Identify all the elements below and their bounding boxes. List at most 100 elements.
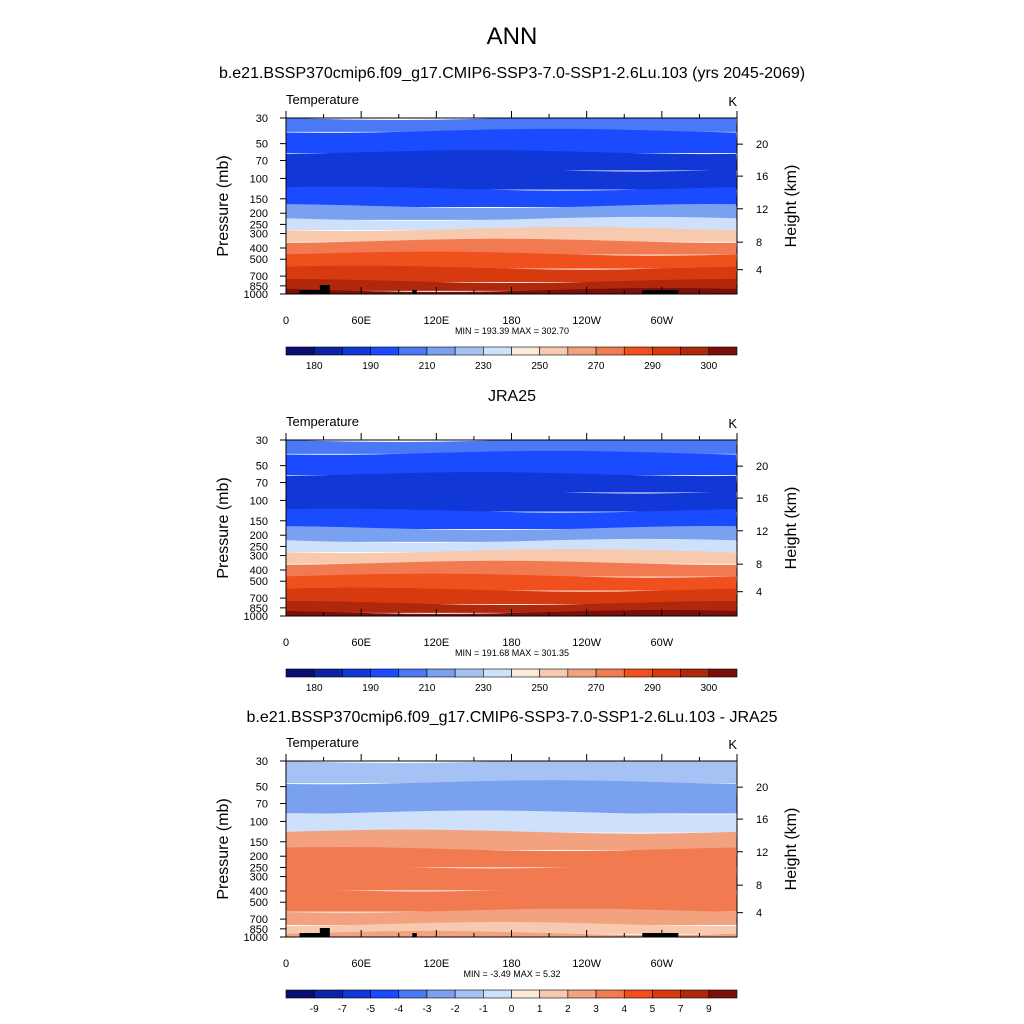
units-label: K [728, 416, 737, 431]
colorbar-swatch [313, 989, 343, 999]
units-label: K [728, 737, 737, 752]
panel-3: b.e21.BSSP370cmip6.f09_g17.CMIP6-SSP3-7.… [215, 709, 800, 1015]
y-tick-label: 250 [250, 219, 268, 231]
colorbar-swatch [454, 989, 484, 999]
colorbar-swatch [426, 668, 456, 678]
y-tick-label: 500 [250, 897, 268, 909]
contour-band [286, 864, 737, 891]
y-tick-label: 30 [256, 435, 268, 447]
terrain-mask [642, 933, 679, 937]
terrain-mask [319, 928, 330, 937]
colorbar-label: -9 [310, 1004, 319, 1015]
contour-band [286, 204, 737, 220]
y-tick-label: 30 [256, 756, 268, 768]
x-tick-label: 60E [351, 958, 371, 970]
colorbar-swatch [623, 989, 653, 999]
y-tick-label: 300 [250, 229, 268, 241]
colorbar-swatch [567, 346, 597, 356]
contour-band [286, 167, 737, 190]
y-axis-label: Pressure (mb) [215, 155, 232, 256]
x-tick-label: 120W [572, 637, 601, 649]
colorbar-swatch [342, 346, 371, 356]
y-tick-label: 1000 [244, 932, 268, 944]
y-tick-label: 1000 [244, 289, 268, 301]
x-tick-label: 180 [502, 637, 520, 649]
terrain-mask [319, 285, 330, 294]
colorbar-label: 9 [706, 1004, 712, 1015]
y-tick-label: 850 [250, 281, 268, 293]
panel-title: b.e21.BSSP370cmip6.f09_g17.CMIP6-SSP3-7.… [247, 709, 778, 726]
colorbar-swatch [595, 989, 625, 999]
colorbar-swatch [623, 346, 653, 356]
colorbar-label: 250 [531, 361, 548, 372]
y-right-axis-label: Height (km) [783, 165, 800, 248]
y-tick-label: 70 [256, 478, 268, 490]
y-tick-label: 250 [250, 541, 268, 553]
x-tick-label: 120W [572, 315, 601, 327]
y-tick-label: 850 [250, 924, 268, 936]
y-right-tick-label: 4 [756, 908, 762, 920]
panels-container: b.e21.BSSP370cmip6.f09_g17.CMIP6-SSP3-7.… [215, 65, 805, 1015]
colorbar-swatch [398, 346, 428, 356]
colorbar-swatch [454, 346, 484, 356]
min-max-label: MIN = 191.68 MAX = 301.35 [455, 648, 569, 658]
y-right-tick-label: 20 [756, 782, 768, 794]
colorbar-label: 2 [565, 1004, 571, 1015]
colorbar-swatch [370, 989, 400, 999]
colorbar-swatch [398, 989, 428, 999]
y-tick-label: 100 [250, 495, 268, 507]
colorbar-label: 230 [475, 361, 492, 372]
y-right-tick-label: 16 [756, 814, 768, 826]
y-tick-label: 500 [250, 576, 268, 588]
colorbar-swatch [511, 989, 540, 999]
terrain-mask [299, 933, 327, 937]
colorbar-swatch [708, 346, 738, 356]
contour-band [286, 538, 737, 552]
colorbar-swatch [652, 346, 681, 356]
colorbar-label: 180 [306, 683, 323, 694]
contour-band [286, 216, 737, 230]
contour-band [286, 508, 737, 529]
colorbar: 180 190 210 230 250 270 290 300 [285, 346, 738, 372]
y-tick-label: 100 [250, 816, 268, 828]
colorbar-label: 300 [700, 683, 717, 694]
contour-band [286, 118, 737, 132]
colorbar-label: 0 [509, 1004, 515, 1015]
x-tick-label: 60E [351, 637, 371, 649]
colorbar-swatch [370, 346, 400, 356]
x-tick-label: 120E [423, 637, 449, 649]
y-tick-label: 150 [250, 194, 268, 206]
contour-band [286, 238, 737, 255]
contour-band [286, 489, 737, 512]
variable-label: Temperature [286, 735, 359, 750]
y-tick-label: 300 [250, 551, 268, 563]
y-tick-label: 50 [256, 139, 268, 151]
contour-band [286, 128, 737, 154]
min-max-label: MIN = -3.49 MAX = 5.32 [463, 969, 560, 979]
colorbar-swatch [511, 668, 540, 678]
terrain-mask [299, 290, 327, 294]
colorbar-label: 290 [644, 683, 661, 694]
y-tick-label: 200 [250, 530, 268, 542]
contour-band [286, 810, 737, 833]
contour-band [286, 450, 737, 476]
contour-band [286, 549, 737, 564]
x-tick-label: 180 [502, 958, 520, 970]
colorbar-swatch [313, 668, 343, 678]
colorbar-swatch [539, 346, 569, 356]
x-tick-label: 60W [651, 958, 674, 970]
colorbar-label: 210 [419, 683, 436, 694]
panel-1: b.e21.BSSP370cmip6.f09_g17.CMIP6-SSP3-7.… [215, 65, 805, 372]
contour-band [286, 829, 737, 850]
y-axis-label: Pressure (mb) [215, 477, 232, 578]
colorbar-swatch [708, 668, 738, 678]
x-tick-label: 60E [351, 315, 371, 327]
colorbar-swatch [398, 668, 428, 678]
y-right-tick-label: 20 [756, 461, 768, 473]
colorbar-label: 210 [419, 361, 436, 372]
y-tick-label: 250 [250, 862, 268, 874]
colorbar: 180 190 210 230 250 270 290 300 [285, 668, 738, 694]
y-tick-label: 200 [250, 851, 268, 863]
